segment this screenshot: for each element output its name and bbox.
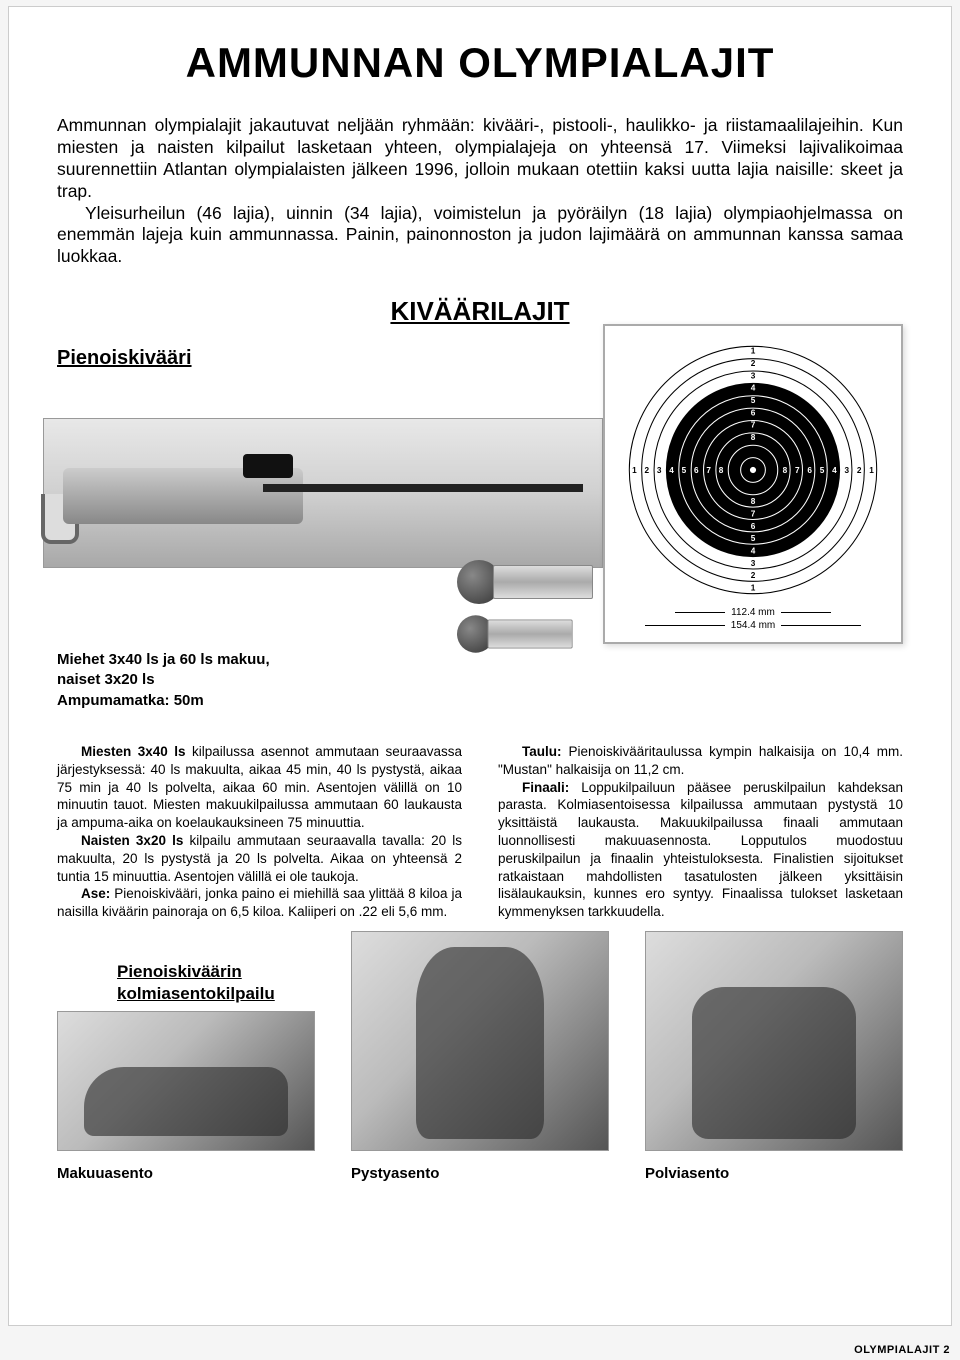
bold-run: Naisten 3x20 ls: [81, 833, 183, 848]
spec-line-3: Ampumamatka: 50m: [57, 691, 903, 711]
positions-title-line-1: Pienoiskiväärin: [117, 961, 317, 983]
bullet: [457, 560, 607, 604]
text-run: Pienoiskivääri, jonka paino ei miehillä …: [57, 886, 462, 919]
body-left-p2: Naisten 3x20 ls kilpailu ammutaan seuraa…: [57, 832, 462, 885]
svg-text:5: 5: [682, 466, 687, 475]
position-item: Pystyasento: [351, 1011, 609, 1182]
svg-text:3: 3: [751, 371, 756, 380]
svg-text:2: 2: [857, 466, 862, 475]
bold-run: Taulu:: [522, 744, 562, 759]
position-label: Makuuasento: [57, 1165, 315, 1182]
position-image-prone: [57, 1011, 315, 1151]
svg-text:1: 1: [632, 466, 637, 475]
target-dim-2: 154.4 mm: [731, 619, 775, 632]
target-svg: 1 2 3 1 2 3 4 5 6 7 8 4 5 6 7 8: [619, 336, 887, 604]
svg-text:4: 4: [832, 466, 837, 475]
position-item: Makuuasento: [57, 1011, 315, 1182]
target-dimensions: 112.4 mm 154.4 mm: [645, 606, 861, 632]
svg-text:6: 6: [751, 408, 756, 417]
svg-text:2: 2: [645, 466, 650, 475]
position-item: Polviasento: [645, 1011, 903, 1182]
positions-row: Makuuasento Pystyasento Polviasento: [57, 1011, 903, 1182]
body-right-p1: Taulu: Pienoiskivääritaulussa kympin hal…: [498, 743, 903, 779]
page-title: AMMUNNAN OLYMPIALAJIT: [57, 39, 903, 87]
svg-text:1: 1: [869, 466, 874, 475]
body-left-p3: Ase: Pienoiskivääri, jonka paino ei mieh…: [57, 885, 462, 921]
bold-run: Miesten 3x40 ls: [81, 744, 185, 759]
svg-text:7: 7: [751, 421, 756, 430]
svg-text:8: 8: [751, 433, 756, 442]
svg-text:4: 4: [669, 466, 674, 475]
svg-text:6: 6: [751, 522, 756, 531]
intro-p2: Yleisurheilun (46 lajia), uinnin (34 laj…: [57, 203, 903, 269]
svg-text:7: 7: [795, 466, 800, 475]
section-title: KIVÄÄRILAJIT: [57, 296, 903, 327]
svg-text:4: 4: [751, 384, 756, 393]
intro-p1: Ammunnan olympialajit jakautuvat neljään…: [57, 115, 903, 203]
target-dim-1: 112.4 mm: [731, 606, 775, 619]
body-left-p1: Miesten 3x40 ls kilpailussa asennot ammu…: [57, 743, 462, 832]
svg-text:8: 8: [719, 466, 724, 475]
text-run: Loppukilpailuun pääsee peruskilpailun ka…: [498, 780, 903, 920]
svg-text:5: 5: [751, 534, 756, 543]
body-col-right: Taulu: Pienoiskivääritaulussa kympin hal…: [498, 743, 903, 921]
position-image-kneeling: [645, 931, 903, 1151]
body-columns: Miesten 3x40 ls kilpailussa asennot ammu…: [57, 743, 903, 921]
svg-text:6: 6: [694, 466, 699, 475]
svg-text:8: 8: [783, 466, 788, 475]
svg-text:3: 3: [657, 466, 662, 475]
hero-row: 1 2 3 1 2 3 4 5 6 7 8 4 5 6 7 8: [57, 378, 903, 648]
spec-line-2: naiset 3x20 ls: [57, 670, 903, 690]
position-image-standing: [351, 931, 609, 1151]
svg-text:1: 1: [751, 347, 756, 356]
svg-text:8: 8: [751, 497, 756, 506]
target-image: 1 2 3 1 2 3 4 5 6 7 8 4 5 6 7 8: [603, 324, 903, 644]
svg-text:2: 2: [751, 359, 756, 368]
svg-text:2: 2: [751, 571, 756, 580]
rifle-silhouette: [63, 448, 583, 538]
svg-text:6: 6: [807, 466, 812, 475]
svg-text:3: 3: [845, 466, 850, 475]
page-footer: OLYMPIALAJIT 2: [854, 1344, 950, 1356]
bullet: [457, 615, 585, 652]
rifle-image: [43, 418, 603, 568]
body-right-p2: Finaali: Loppukilpailuun pääsee peruskil…: [498, 779, 903, 922]
svg-text:5: 5: [820, 466, 825, 475]
positions-title-line-2: kolmiasentokilpailu: [117, 983, 317, 1005]
position-label: Polviasento: [645, 1165, 903, 1182]
svg-text:7: 7: [706, 466, 711, 475]
page: AMMUNNAN OLYMPIALAJIT Ammunnan olympiala…: [8, 6, 952, 1326]
svg-text:3: 3: [751, 559, 756, 568]
svg-text:7: 7: [751, 510, 756, 519]
intro-block: Ammunnan olympialajit jakautuvat neljään…: [57, 115, 903, 268]
bold-run: Finaali:: [522, 780, 569, 795]
svg-text:5: 5: [751, 396, 756, 405]
bold-run: Ase:: [81, 886, 110, 901]
position-label: Pystyasento: [351, 1165, 609, 1182]
body-col-left: Miesten 3x40 ls kilpailussa asennot ammu…: [57, 743, 462, 921]
positions-title: Pienoiskiväärin kolmiasentokilpailu: [57, 961, 317, 1005]
svg-text:1: 1: [751, 584, 756, 593]
svg-text:4: 4: [751, 547, 756, 556]
